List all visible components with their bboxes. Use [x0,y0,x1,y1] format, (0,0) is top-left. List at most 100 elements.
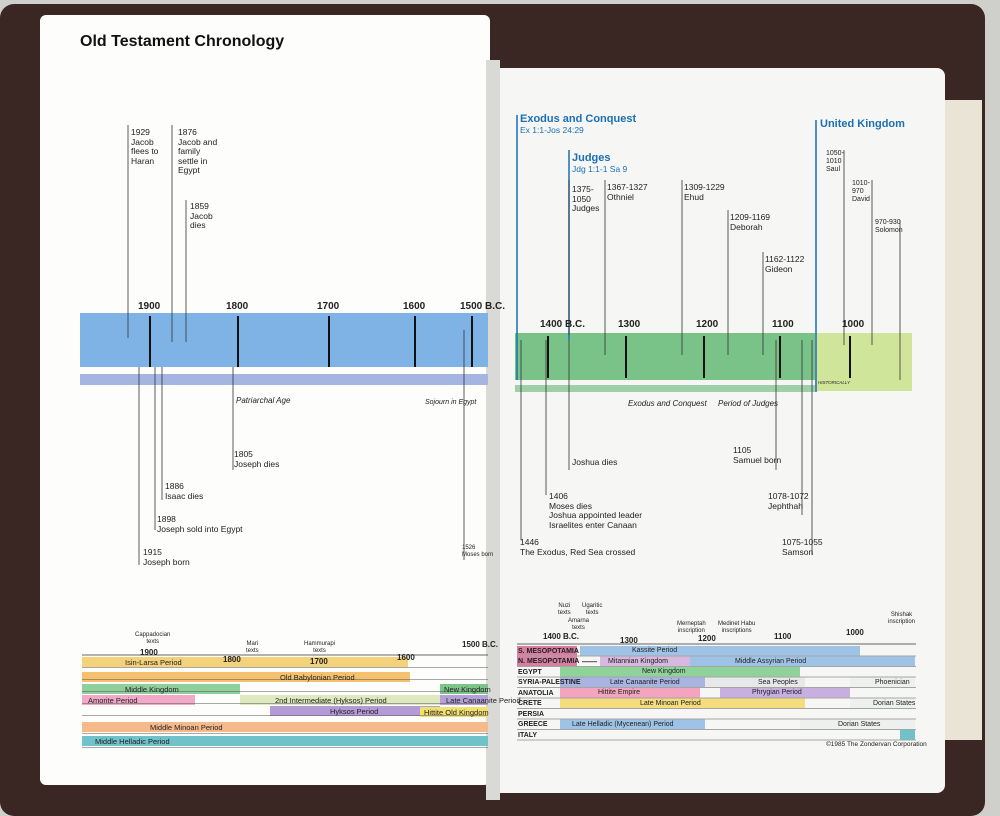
year-label: 1500 B.C. [460,301,506,312]
band-label: 2nd Intermediate (Hyksos) Period [275,695,387,705]
chart-year: 1700 [310,657,328,666]
period-band [800,719,915,729]
period-band [580,646,860,656]
year-label: 1400 B.C. [540,319,586,330]
chart-year: 1900 [140,648,158,657]
year-label: 1200 [696,319,719,330]
era-title: Judges [572,152,611,164]
right-page [490,68,945,793]
period-band [440,684,488,694]
band-label: Late Canaanite Period [446,695,521,705]
right-timeline-bar [515,333,815,380]
event-label: Joshua dies [572,457,618,467]
event-label: 1859 Jacob dies [190,201,213,230]
source-note: Amarna texts [568,618,590,631]
period-band [850,677,915,687]
period-band [240,695,440,705]
source-note: Medinet Habu inscriptions [718,621,756,634]
source-note: Merneptah inscription [677,621,706,634]
region-label: S. MESOPOTAMIA [518,647,579,655]
period-band [560,719,705,729]
band-label: Amorite Period [88,695,138,705]
period-band [560,667,800,677]
era-reference: Ex 1:1-Jos 24:29 [520,125,584,135]
event-label: 1309-1229 Ehud [684,182,725,202]
period-band [270,706,440,716]
region-tag [517,646,577,656]
band-label: Late Helladic (Mycenean) Period [572,720,674,728]
source-note: Cappadocian texts [135,632,171,645]
band-label: Middle Kingdom [125,684,179,694]
source-note: Nuzi texts [558,603,571,616]
chart-year: 1800 [223,655,241,664]
chart-year: 1400 B.C. [543,632,580,641]
period-label: Period of Judges [718,399,779,408]
band-label: Late Minoan Period [640,699,701,707]
band-label: Hittite Old Kingdom [424,707,489,717]
right-period-strip [515,385,815,392]
chart-year: 1500 B.C. [462,640,499,649]
event-label: 1915 Joseph born [143,547,190,567]
event-label: 1209-1169 Deborah [730,212,771,232]
year-label: 1100 [772,319,794,330]
period-band [850,698,915,708]
band-label: Old Babylonian Period [280,672,355,682]
chart-year: 1000 [846,628,864,637]
event-label: 1010- 970 David [852,180,870,203]
year-label: 1800 [226,301,249,312]
region-label: EGYPT [518,668,542,676]
chart-year: 1300 [620,636,638,645]
event-label: 1876 Jacob and family settle in Egypt [178,127,218,175]
band-label: New Kingdom [642,668,686,675]
region-label: CRETE [518,700,542,707]
period-band [82,736,488,746]
page-edges [940,100,982,740]
band-label: Late Canaanite Period [610,678,680,686]
band-label: Dorian States [873,699,916,707]
band-label: Middle Minoan Period [150,722,223,732]
event-label: 1406 Moses dies Joshua appointed leader … [549,491,643,530]
period-band [560,688,700,698]
period-band [82,722,488,732]
event-label: 1446 The Exodus, Red Sea crossed [520,537,636,557]
year-label: 1900 [138,301,161,312]
band-label: Middle Assyrian Period [735,657,807,665]
region-label: SYRIA-PALESTINE [518,679,581,686]
event-label: 1075-1055 Samson [782,537,823,557]
period-band [420,707,488,717]
band-label: Phrygian Period [752,689,802,696]
era-title: United Kingdom [820,118,905,130]
band-label: Kassite Period [632,647,678,654]
period-band [82,695,195,705]
region-label: PERSIA [518,710,545,718]
event-label: 1162-1122 Gideon [765,254,805,274]
era-reference: Jdg 1:1-1 Sa 9 [572,164,628,174]
period-band [720,688,850,698]
period-band [705,677,805,687]
event-label: 1805 Joseph dies [234,449,280,469]
period-label: Patriarchal Age [236,396,291,405]
period-band [900,730,915,740]
left-period-strip [80,374,488,385]
source-note: Hammurapi texts [304,641,336,654]
band-label: Dorian States [838,720,881,728]
band-label: Hittite Empire [598,689,641,696]
region-tag [517,656,577,666]
event-label: 970-930 Solomon [875,219,903,234]
gutter [486,60,500,800]
period-band [560,677,705,687]
chart-year: 1100 [774,632,792,641]
year-label: 1600 [403,301,426,312]
event-label: 1367-1327 Othniel [607,182,648,202]
event-label: 1526 Moses born [462,545,494,558]
period-band [82,684,240,694]
band-label: New Kingdom [444,684,491,694]
event-label: 1050- 1010 Saul [826,150,844,173]
period-label: Sojourn in Egypt [425,399,477,406]
page-title: Old Testament Chronology [80,33,285,50]
left-timeline-bar [80,313,488,367]
period-band [600,656,690,666]
region-label: GREECE [518,721,548,728]
period-band [440,695,488,705]
